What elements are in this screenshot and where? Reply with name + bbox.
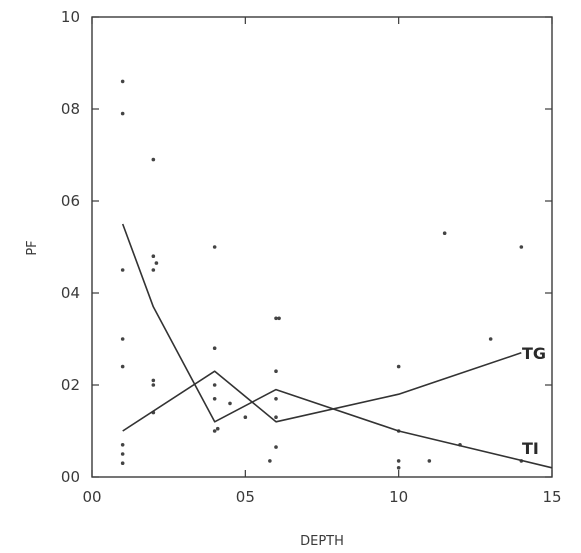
series-line-ti <box>121 223 553 469</box>
data-point <box>151 157 156 162</box>
data-point <box>268 459 272 463</box>
data-point <box>120 111 125 116</box>
x-axis-label: DEPTH <box>300 534 344 549</box>
data-point <box>151 254 156 258</box>
data-point <box>274 445 278 449</box>
data-point <box>228 401 232 406</box>
data-point <box>488 337 493 341</box>
data-point <box>120 461 125 466</box>
y-tick-label: 10 <box>61 8 80 26</box>
data-point <box>151 378 156 383</box>
y-tick-label: 02 <box>61 376 80 394</box>
series-label-ti: TI <box>522 439 539 458</box>
data-point <box>120 79 125 84</box>
data-point <box>274 415 278 420</box>
data-point <box>212 346 217 351</box>
data-point <box>212 429 217 433</box>
y-tick-label: 08 <box>61 100 80 118</box>
data-point <box>427 459 432 463</box>
data-point <box>396 466 401 470</box>
y-tick-label: 04 <box>61 284 80 302</box>
data-point <box>151 268 156 272</box>
data-point <box>396 364 401 369</box>
y-axis-label: PF <box>25 240 40 255</box>
data-point <box>120 443 125 447</box>
data-point <box>396 459 401 463</box>
data-point <box>274 397 278 401</box>
data-point <box>120 452 125 456</box>
data-point <box>212 397 217 401</box>
x-tick-label: 05 <box>236 488 255 506</box>
series-line-tg <box>122 352 522 432</box>
data-point <box>277 316 281 321</box>
data-point <box>151 383 156 387</box>
data-point <box>442 231 447 235</box>
data-point <box>120 268 125 272</box>
data-point <box>215 426 220 431</box>
y-tick-label: 06 <box>61 192 80 210</box>
x-tick-label: 10 <box>389 488 408 506</box>
data-point <box>154 261 159 265</box>
x-tick-label: 15 <box>542 488 561 506</box>
data-point <box>274 369 278 374</box>
data-point <box>274 316 278 321</box>
data-point <box>120 364 125 369</box>
y-tick-label: 00 <box>61 468 80 486</box>
data-point <box>212 383 217 387</box>
data-point <box>519 245 524 249</box>
series-label-tg: TG <box>522 344 546 363</box>
data-point <box>120 337 125 341</box>
plot-frame <box>91 16 553 478</box>
data-point <box>212 245 217 249</box>
data-point <box>243 415 248 420</box>
x-tick-label: 00 <box>82 488 101 506</box>
